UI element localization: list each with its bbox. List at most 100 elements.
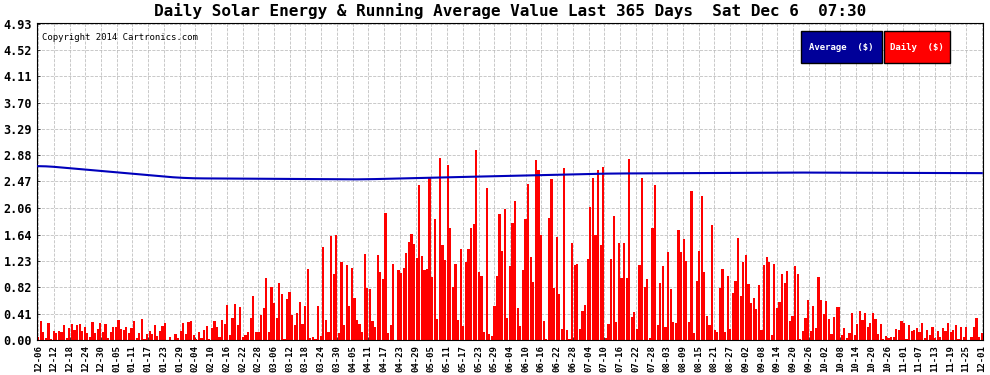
Bar	[424, 270, 426, 340]
Bar	[91, 322, 94, 340]
Bar	[442, 245, 444, 340]
Bar	[924, 338, 926, 340]
Bar	[519, 326, 522, 340]
Bar	[656, 326, 658, 340]
Bar	[786, 271, 788, 340]
Bar	[355, 320, 358, 340]
Bar	[439, 158, 442, 340]
Bar	[146, 334, 148, 340]
Bar	[410, 234, 413, 340]
Bar	[576, 264, 578, 340]
Bar	[605, 338, 607, 340]
Bar	[459, 249, 461, 340]
Bar	[921, 323, 924, 340]
Bar	[820, 300, 822, 340]
Bar	[408, 243, 410, 340]
Bar	[841, 335, 842, 340]
Bar	[675, 323, 677, 340]
Bar	[229, 335, 231, 340]
Bar	[252, 296, 254, 340]
Bar	[330, 237, 333, 340]
Bar	[182, 323, 184, 340]
Bar	[48, 323, 50, 340]
Bar	[454, 264, 456, 340]
Bar	[125, 327, 128, 340]
Bar	[882, 339, 884, 340]
Bar	[940, 337, 941, 340]
Bar	[512, 223, 514, 340]
Bar	[86, 333, 88, 340]
Bar	[628, 159, 631, 340]
Text: Copyright 2014 Cartronics.com: Copyright 2014 Cartronics.com	[42, 33, 197, 42]
Bar	[177, 338, 179, 340]
Bar	[115, 327, 117, 340]
Text: Daily  ($): Daily ($)	[890, 43, 943, 52]
Bar	[664, 327, 666, 340]
Bar	[198, 333, 200, 340]
Bar	[104, 324, 107, 340]
Bar	[784, 283, 786, 340]
Bar	[810, 331, 812, 340]
Bar	[732, 293, 734, 340]
Bar	[37, 337, 40, 340]
Bar	[416, 258, 418, 340]
Bar	[361, 332, 363, 340]
Bar	[944, 332, 946, 340]
Bar	[530, 257, 532, 340]
Bar	[45, 338, 47, 340]
Bar	[312, 337, 314, 340]
Bar	[429, 178, 431, 340]
Bar	[908, 325, 910, 340]
Bar	[877, 334, 879, 340]
Bar	[794, 266, 796, 340]
Bar	[626, 278, 628, 340]
Bar	[693, 333, 695, 340]
Bar	[76, 325, 78, 340]
Bar	[711, 225, 713, 340]
Bar	[421, 256, 423, 340]
Bar	[366, 288, 368, 340]
Bar	[382, 279, 384, 340]
Bar	[573, 265, 576, 340]
Bar	[722, 269, 724, 340]
Bar	[118, 320, 120, 340]
Bar	[50, 339, 52, 340]
Bar	[716, 332, 719, 340]
Bar	[703, 272, 706, 340]
Bar	[291, 315, 293, 340]
Bar	[853, 336, 855, 340]
Bar	[667, 252, 669, 340]
Bar	[735, 281, 737, 340]
Bar	[610, 260, 612, 340]
Bar	[131, 328, 133, 340]
Bar	[499, 214, 501, 340]
Bar	[540, 236, 543, 340]
Bar	[911, 331, 913, 340]
Bar	[973, 327, 975, 340]
Bar	[213, 321, 216, 340]
Bar	[403, 268, 405, 340]
Bar	[485, 188, 488, 340]
Bar	[861, 320, 863, 340]
Bar	[752, 298, 754, 340]
Bar	[153, 325, 155, 340]
Bar	[78, 324, 81, 340]
Bar	[248, 332, 249, 340]
Bar	[43, 332, 45, 340]
Bar	[807, 300, 809, 340]
Bar	[594, 234, 597, 340]
Bar	[550, 179, 552, 340]
Bar	[740, 296, 742, 340]
Bar	[488, 334, 490, 340]
Bar	[514, 201, 516, 340]
Bar	[833, 317, 836, 340]
Bar	[151, 334, 153, 340]
Bar	[856, 324, 858, 340]
Bar	[648, 338, 651, 340]
Bar	[661, 266, 664, 340]
Bar	[219, 337, 221, 340]
Bar	[224, 324, 226, 340]
Bar	[97, 329, 99, 340]
Bar	[55, 333, 57, 340]
Bar	[68, 328, 70, 340]
